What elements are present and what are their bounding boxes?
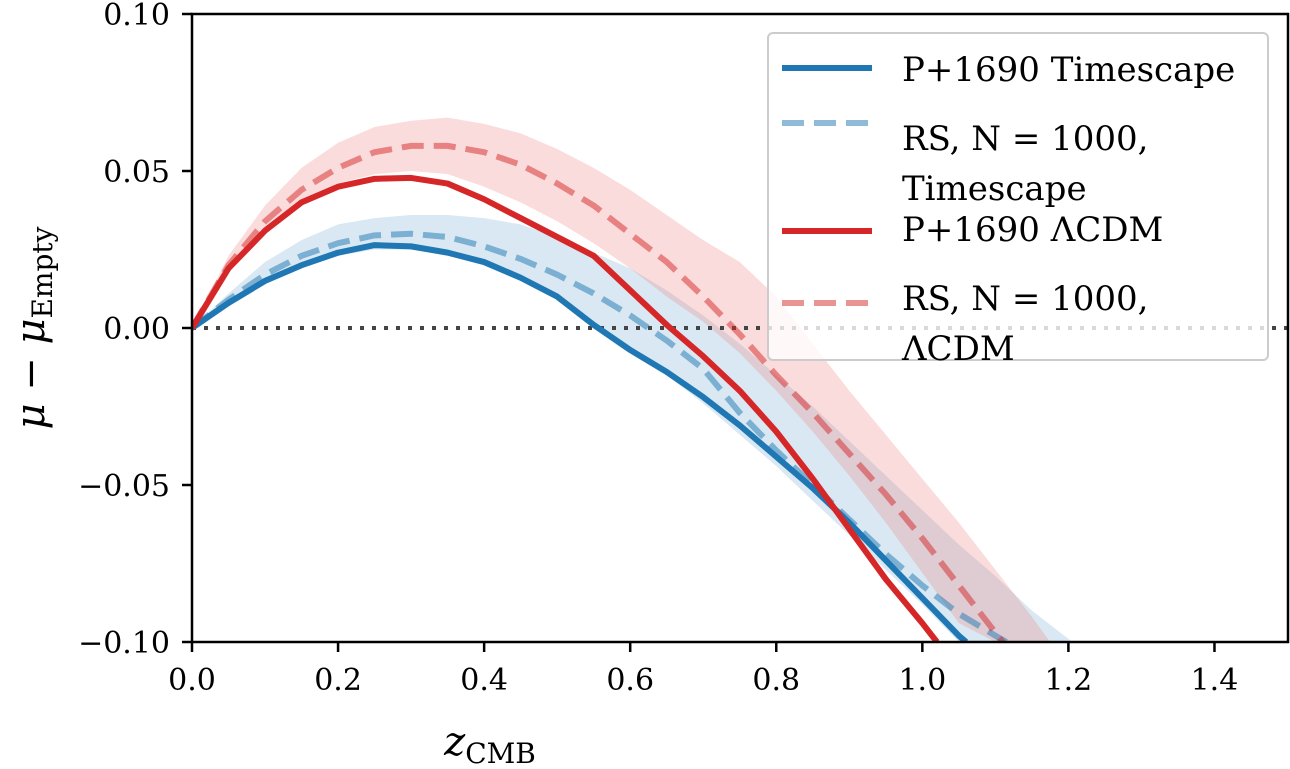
x-tick-label: 1.2 [1045,663,1093,698]
legend: P+1690 Timescape RS, N = 1000, TimescapeP+… [767,32,1269,369]
x-tick-label: 0.8 [752,663,800,698]
series-line-3 [192,142,1006,642]
legend-label: RS, N = 1000, [902,279,1148,319]
series-lines [192,142,1008,642]
legend-item-1: RS, N = 1000, Timescape [782,119,1148,209]
y-tick-label: −0.05 [78,469,170,504]
y-tick-label: −0.10 [78,626,170,661]
x-tick-label: 1.0 [898,663,946,698]
legend-item-0: P+1690 Timescape [782,50,1235,90]
x-tick-label: 0.0 [168,663,216,698]
x-axis-ticks: 0.0 0.2 0.4 0.6 0.8 1.0 1.2 1.4 [168,642,1238,698]
x-tick-label: 0.4 [460,663,508,698]
x-tick-label: 1.4 [1191,663,1239,698]
legend-item-3: RS, N = 1000, ΛCDM [782,279,1148,369]
legend-label-line2: ΛCDM [901,329,1015,369]
legend-frame [767,32,1269,361]
y-axis-ticks: 0.10 0.05 0.00 −0.05 −0.10 [78,0,192,661]
legend-label: RS, N = 1000, [902,119,1148,159]
series-line-2 [192,174,940,642]
legend-label-line2: Timescape [902,169,1087,209]
series-line-1 [192,230,1008,642]
x-axis-label: zCMB [443,719,536,769]
y-axis-label: μ − μEmpty [8,226,59,429]
legend-label: P+1690 ΛCDM [902,210,1163,250]
x-tick-label: 0.6 [606,663,654,698]
y-tick-label: 0.10 [103,0,170,33]
legend-label: P+1690 Timescape [902,50,1235,90]
y-tick-label: 0.05 [103,155,170,190]
series-line-0 [192,242,969,642]
y-tick-label: 0.00 [103,312,170,347]
legend-item-2: P+1690 ΛCDM [782,210,1163,250]
x-tick-label: 0.2 [314,663,362,698]
